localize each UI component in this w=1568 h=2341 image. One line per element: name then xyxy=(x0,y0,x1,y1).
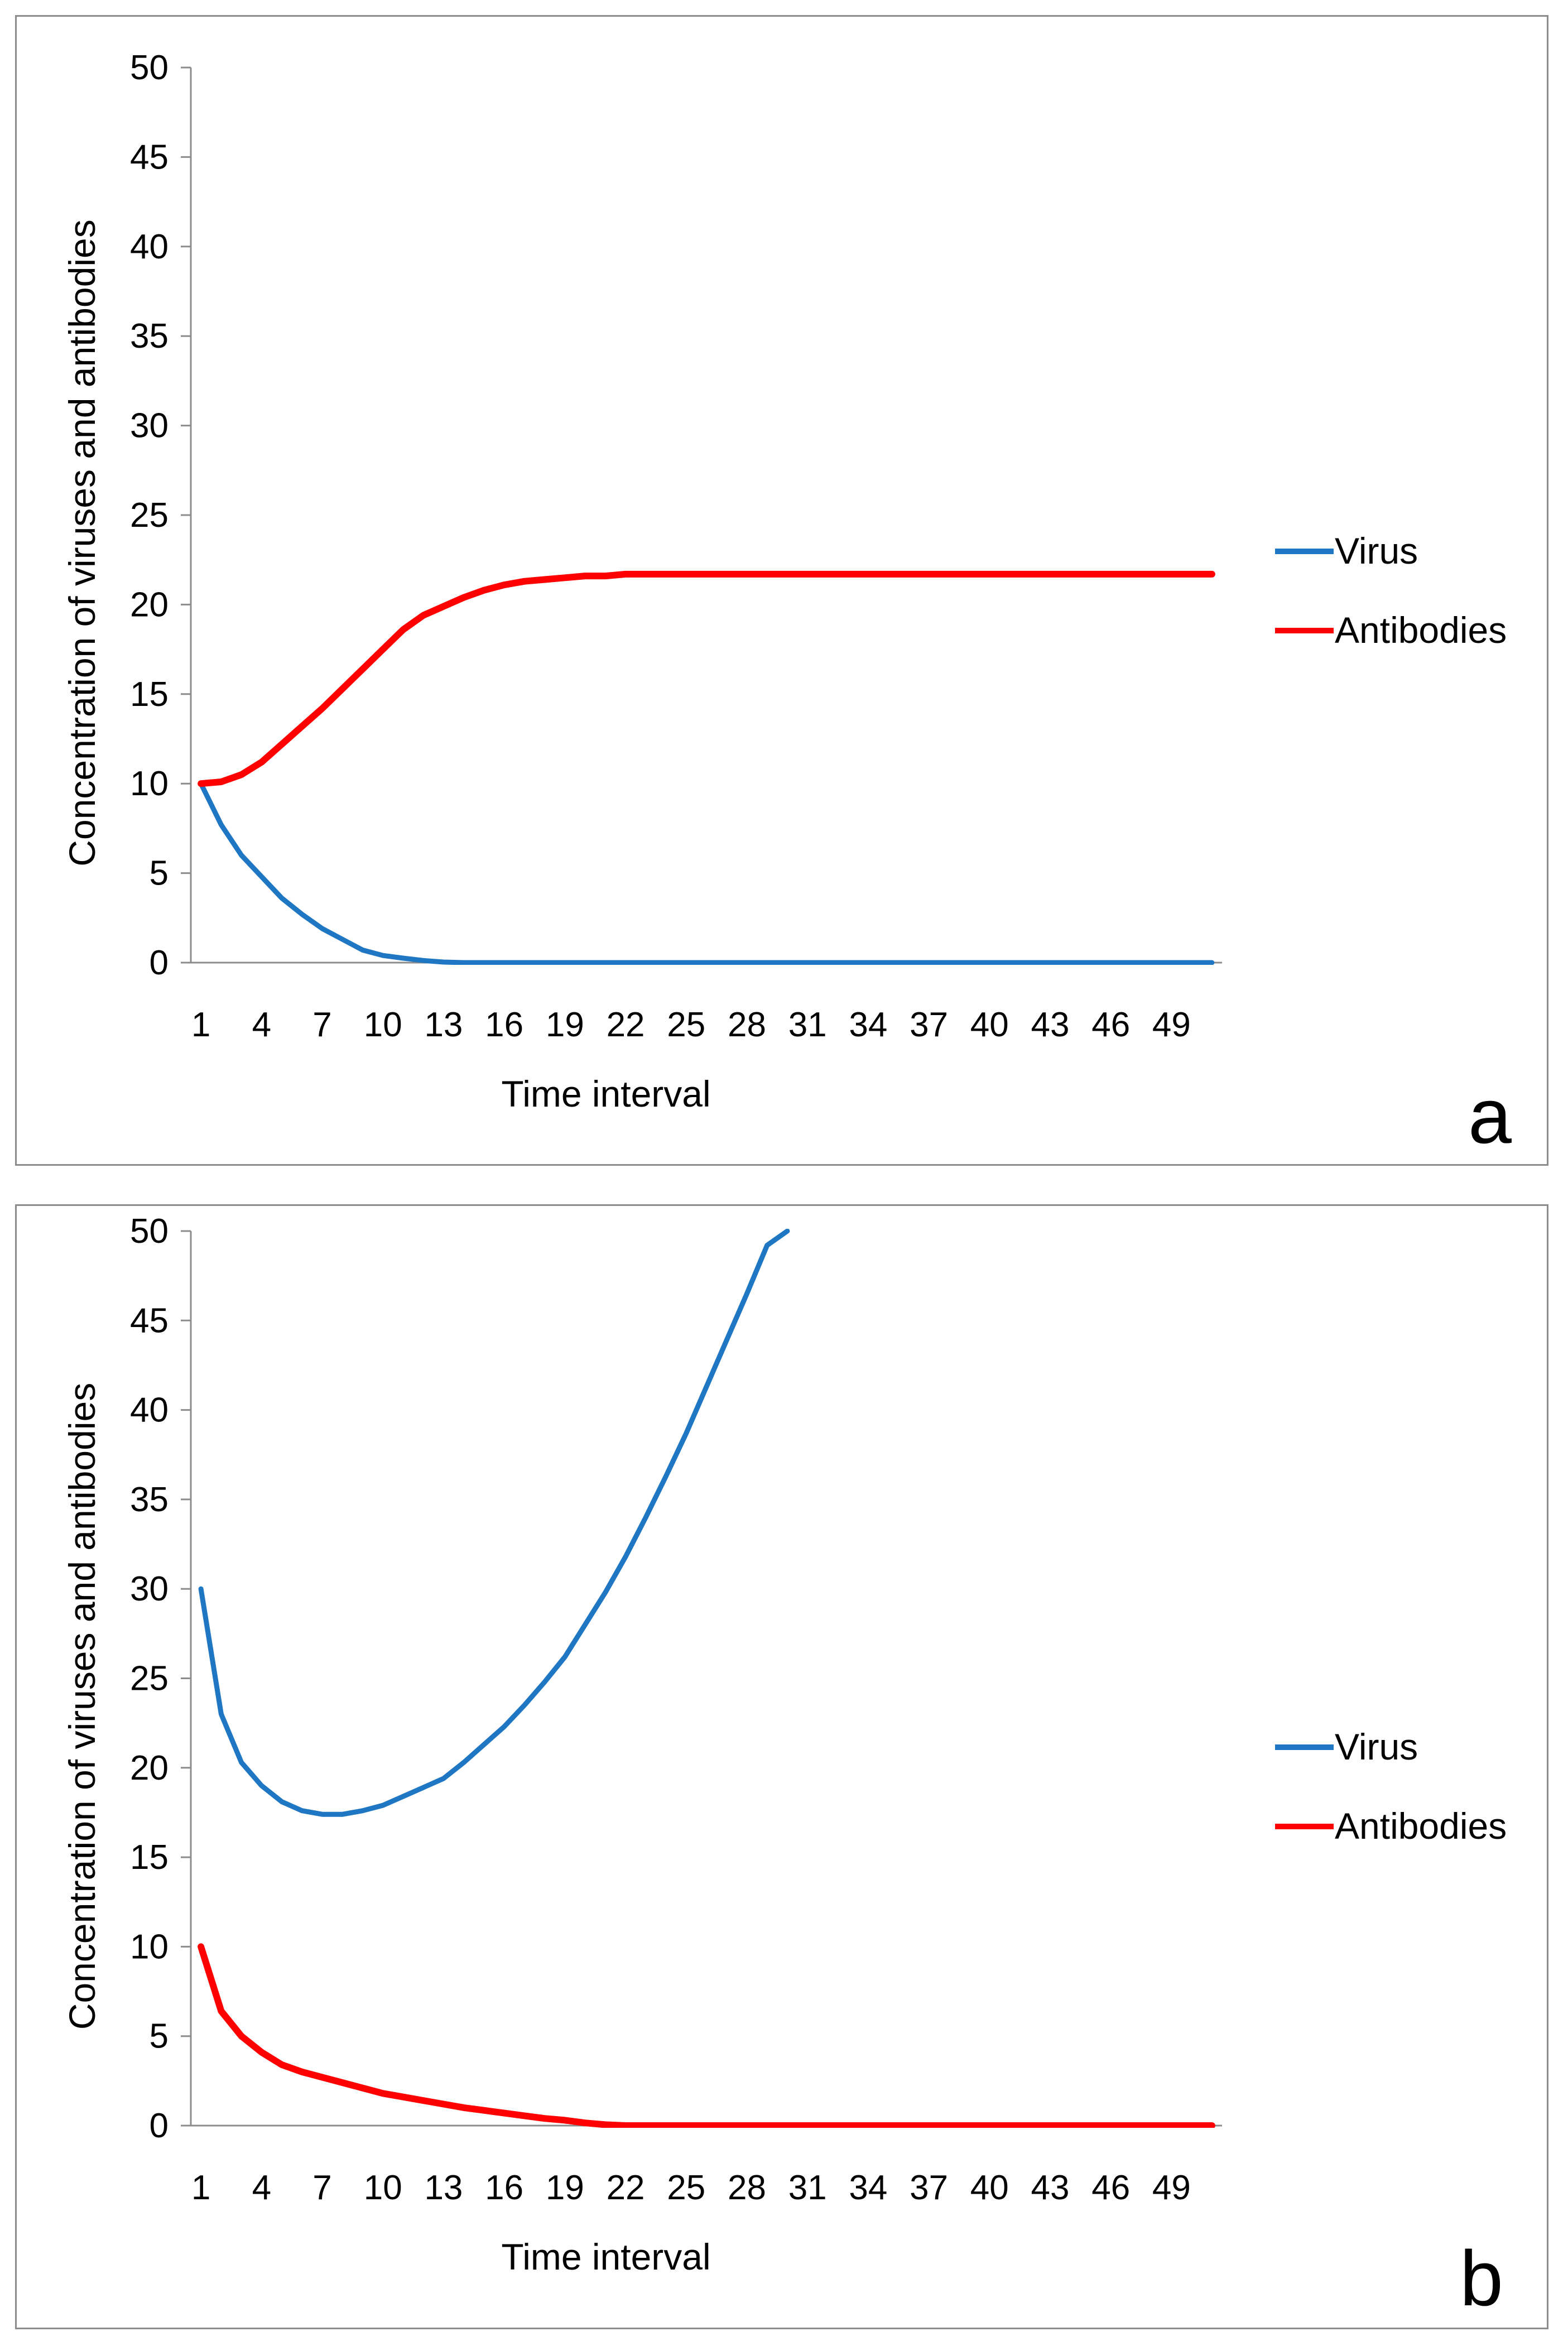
x-tick-label: 13 xyxy=(424,2169,463,2207)
x-axis-title: Time interval xyxy=(501,2236,710,2277)
y-tick-label: 10 xyxy=(130,765,169,803)
legend-label-virus: Virus xyxy=(1335,1726,1418,1767)
series-line-antibodies xyxy=(198,1943,1215,2128)
x-tick-label: 4 xyxy=(252,1006,271,1044)
y-tick-label: 30 xyxy=(130,1570,169,1608)
x-tick-label: 4 xyxy=(252,2169,271,2207)
y-tick-label: 40 xyxy=(130,228,169,266)
panel-label: b xyxy=(1460,2234,1503,2322)
x-tick-label: 7 xyxy=(312,2169,331,2207)
series-line-antibodies xyxy=(198,570,1215,787)
x-tick-label: 43 xyxy=(1031,2169,1070,2207)
y-tick-label: 35 xyxy=(130,1480,169,1519)
x-tick-label: 46 xyxy=(1091,2169,1130,2207)
x-tick-label: 1 xyxy=(191,2169,210,2207)
y-tick-label: 35 xyxy=(130,317,169,355)
y-tick-label: 15 xyxy=(130,1838,169,1877)
y-tick-label: 40 xyxy=(130,1391,169,1430)
x-tick-label: 40 xyxy=(970,2169,1009,2207)
x-axis-title: Time interval xyxy=(501,1073,710,1114)
x-tick-label: 28 xyxy=(728,2169,766,2207)
y-tick-label: 15 xyxy=(130,675,169,714)
y-axis-title: Concentration of viruses and antibodies xyxy=(61,1383,103,2030)
y-tick-label: 45 xyxy=(130,138,169,176)
x-tick-label: 43 xyxy=(1031,1006,1070,1044)
y-tick-label: 50 xyxy=(130,49,169,87)
y-tick-label: 0 xyxy=(150,944,169,982)
panel-label: a xyxy=(1468,1072,1512,1160)
x-tick-label: 31 xyxy=(788,2169,827,2207)
x-tick-label: 28 xyxy=(728,1006,766,1044)
x-tick-label: 10 xyxy=(364,1006,402,1044)
x-tick-label: 40 xyxy=(970,1006,1009,1044)
y-tick-label: 20 xyxy=(130,585,169,624)
x-tick-label: 34 xyxy=(849,1006,887,1044)
y-tick-label: 25 xyxy=(130,1660,169,1698)
y-tick-label: 30 xyxy=(130,407,169,445)
legend-label-virus: Virus xyxy=(1335,530,1418,571)
x-tick-label: 31 xyxy=(788,1006,827,1044)
chart-panel-b: 0 5 10 15 20 25 30 35 40 45 50 1 4 7 10 13 16 19 22 25 28 31 3… xyxy=(15,1204,1548,2329)
series-line-virus xyxy=(198,1229,790,1817)
x-tick-label: 25 xyxy=(667,2169,705,2207)
y-tick-label: 45 xyxy=(130,1301,169,1340)
x-tick-label: 46 xyxy=(1091,1006,1130,1044)
x-tick-label: 16 xyxy=(485,1006,523,1044)
x-tick-label: 22 xyxy=(607,2169,645,2207)
series-line-virus xyxy=(198,781,1215,965)
y-tick-label: 50 xyxy=(130,1212,169,1251)
x-tick-label: 37 xyxy=(910,1006,948,1044)
x-tick-label: 49 xyxy=(1152,2169,1191,2207)
legend-label-antibodies: Antibodies xyxy=(1335,609,1507,651)
y-tick-label: 0 xyxy=(150,2107,169,2145)
x-tick-label: 25 xyxy=(667,1006,705,1044)
chart-a-svg: 0 5 10 15 20 25 30 35 40 45 50 1 4 7 10 13 16 19 22 25 28 31 3… xyxy=(61,49,1512,1160)
x-tick-label: 7 xyxy=(312,1006,331,1044)
chart-b-svg: 0 5 10 15 20 25 30 35 40 45 50 1 4 7 10 13 16 19 22 25 28 31 3… xyxy=(61,1212,1507,2322)
x-tick-label: 16 xyxy=(485,2169,523,2207)
x-tick-label: 22 xyxy=(607,1006,645,1044)
chart-panel-a: 0 5 10 15 20 25 30 35 40 45 50 1 4 7 10 13 16 19 22 25 28 31 3… xyxy=(15,15,1548,1166)
x-tick-label: 1 xyxy=(191,1006,210,1044)
x-tick-label: 10 xyxy=(364,2169,402,2207)
y-tick-label: 25 xyxy=(130,496,169,535)
x-tick-label: 19 xyxy=(546,1006,584,1044)
y-tick-label: 5 xyxy=(150,2017,169,2056)
x-tick-label: 13 xyxy=(424,1006,463,1044)
legend-label-antibodies: Antibodies xyxy=(1335,1805,1507,1847)
x-tick-label: 34 xyxy=(849,2169,887,2207)
x-tick-label: 37 xyxy=(910,2169,948,2207)
y-tick-label: 20 xyxy=(130,1749,169,1787)
y-tick-label: 5 xyxy=(150,854,169,893)
y-axis-title: Concentration of viruses and antibodies xyxy=(61,219,103,866)
x-tick-label: 19 xyxy=(546,2169,584,2207)
x-tick-label: 49 xyxy=(1152,1006,1191,1044)
y-tick-label: 10 xyxy=(130,1927,169,1966)
